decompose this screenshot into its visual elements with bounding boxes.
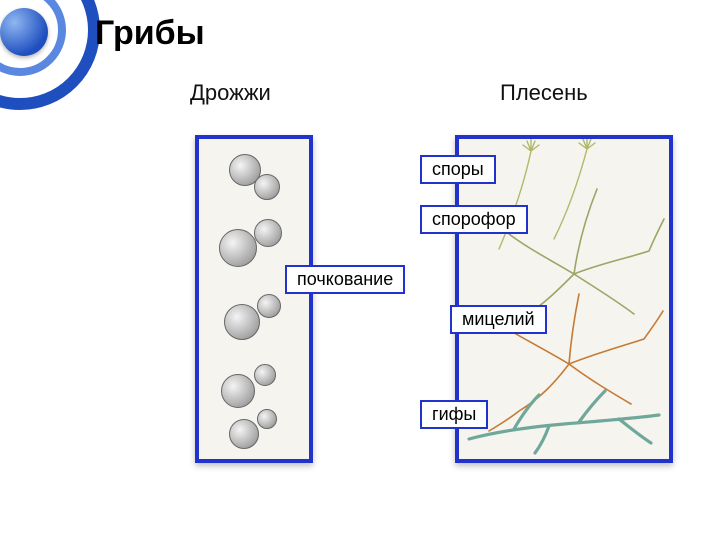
mold-sporophore xyxy=(499,151,531,249)
corner-badge xyxy=(0,8,48,56)
yeast-cell xyxy=(257,409,277,429)
yeast-cell xyxy=(224,304,260,340)
mold-hypha xyxy=(619,419,651,443)
yeast-cell xyxy=(254,219,282,247)
label-budding: почкование xyxy=(285,265,405,294)
mold-sporophore xyxy=(523,139,539,151)
panel-yeast xyxy=(195,135,313,463)
header-mold: Плесень xyxy=(500,80,588,106)
yeast-cell xyxy=(254,174,280,200)
header-yeast: Дрожжи xyxy=(190,80,271,106)
corner-logo xyxy=(0,0,100,110)
mold-sporophore xyxy=(579,139,595,149)
yeast-cell xyxy=(254,364,276,386)
yeast-cell xyxy=(229,419,259,449)
mold-sporophore xyxy=(554,149,587,239)
label-mycelium: мицелий xyxy=(450,305,547,334)
label-hyphae: гифы xyxy=(420,400,488,429)
mold-hypha xyxy=(535,426,549,453)
label-sporophor: спорофор xyxy=(420,205,528,234)
yeast-cell xyxy=(257,294,281,318)
yeast-cell xyxy=(221,374,255,408)
mold-hypha xyxy=(579,391,605,422)
page-title: Грибы xyxy=(95,14,205,53)
yeast-cell xyxy=(219,229,257,267)
label-spores: споры xyxy=(420,155,496,184)
mold-illustration xyxy=(459,139,669,459)
